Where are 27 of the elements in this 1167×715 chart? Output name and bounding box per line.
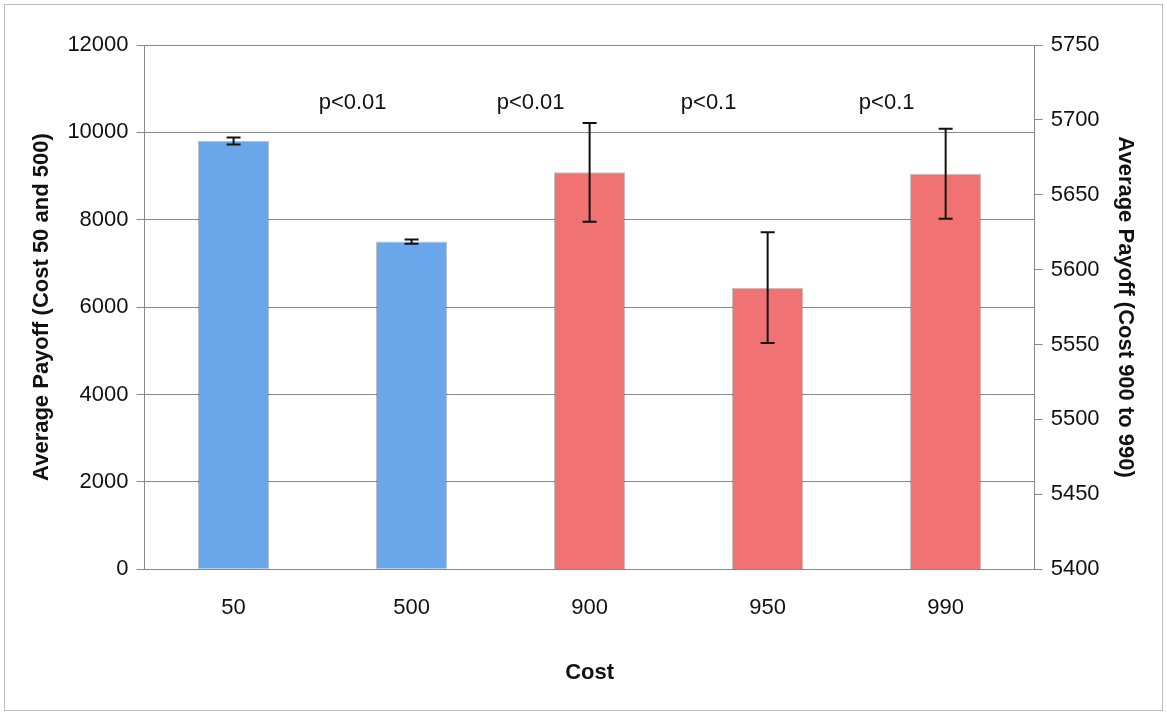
y2-tick-label: 5650 [1050,180,1100,206]
y-tick-label: 0 [116,555,129,581]
annotation: p<0.1 [858,89,915,115]
y-tick-label: 2000 [79,467,129,493]
x-tick-label: 500 [393,594,430,620]
y-tick-label: 12000 [67,31,129,57]
y-tick-label: 8000 [79,205,129,231]
x-axis-title: Cost [565,658,615,684]
y2-tick-label: 5550 [1050,330,1100,356]
y2-tick-label: 5700 [1050,105,1100,131]
annotation: p<0.1 [680,89,737,115]
y-tick-label: 6000 [79,293,129,319]
annotation: p<0.01 [318,89,387,115]
x-tick-label: 990 [927,594,965,620]
y2-axis-title: Average Payoff (Cost 900 to 990) [1113,136,1139,478]
y2-tick-label: 5450 [1050,480,1100,506]
x-tick-label: 900 [571,594,608,620]
y2-tick-label: 5600 [1050,255,1100,281]
y2-tick-label: 5500 [1050,405,1100,431]
y2-tick-label: 5750 [1050,31,1100,57]
y2-tick-label: 5400 [1050,555,1100,581]
x-tick-label: 50 [221,594,246,620]
y-axis-title: Average Payoff (Cost 50 and 500) [28,133,54,481]
y-tick-label: 4000 [79,380,129,406]
annotation: p<0.01 [496,89,565,115]
y-tick-label: 10000 [67,118,129,144]
x-tick-label: 950 [749,594,786,620]
